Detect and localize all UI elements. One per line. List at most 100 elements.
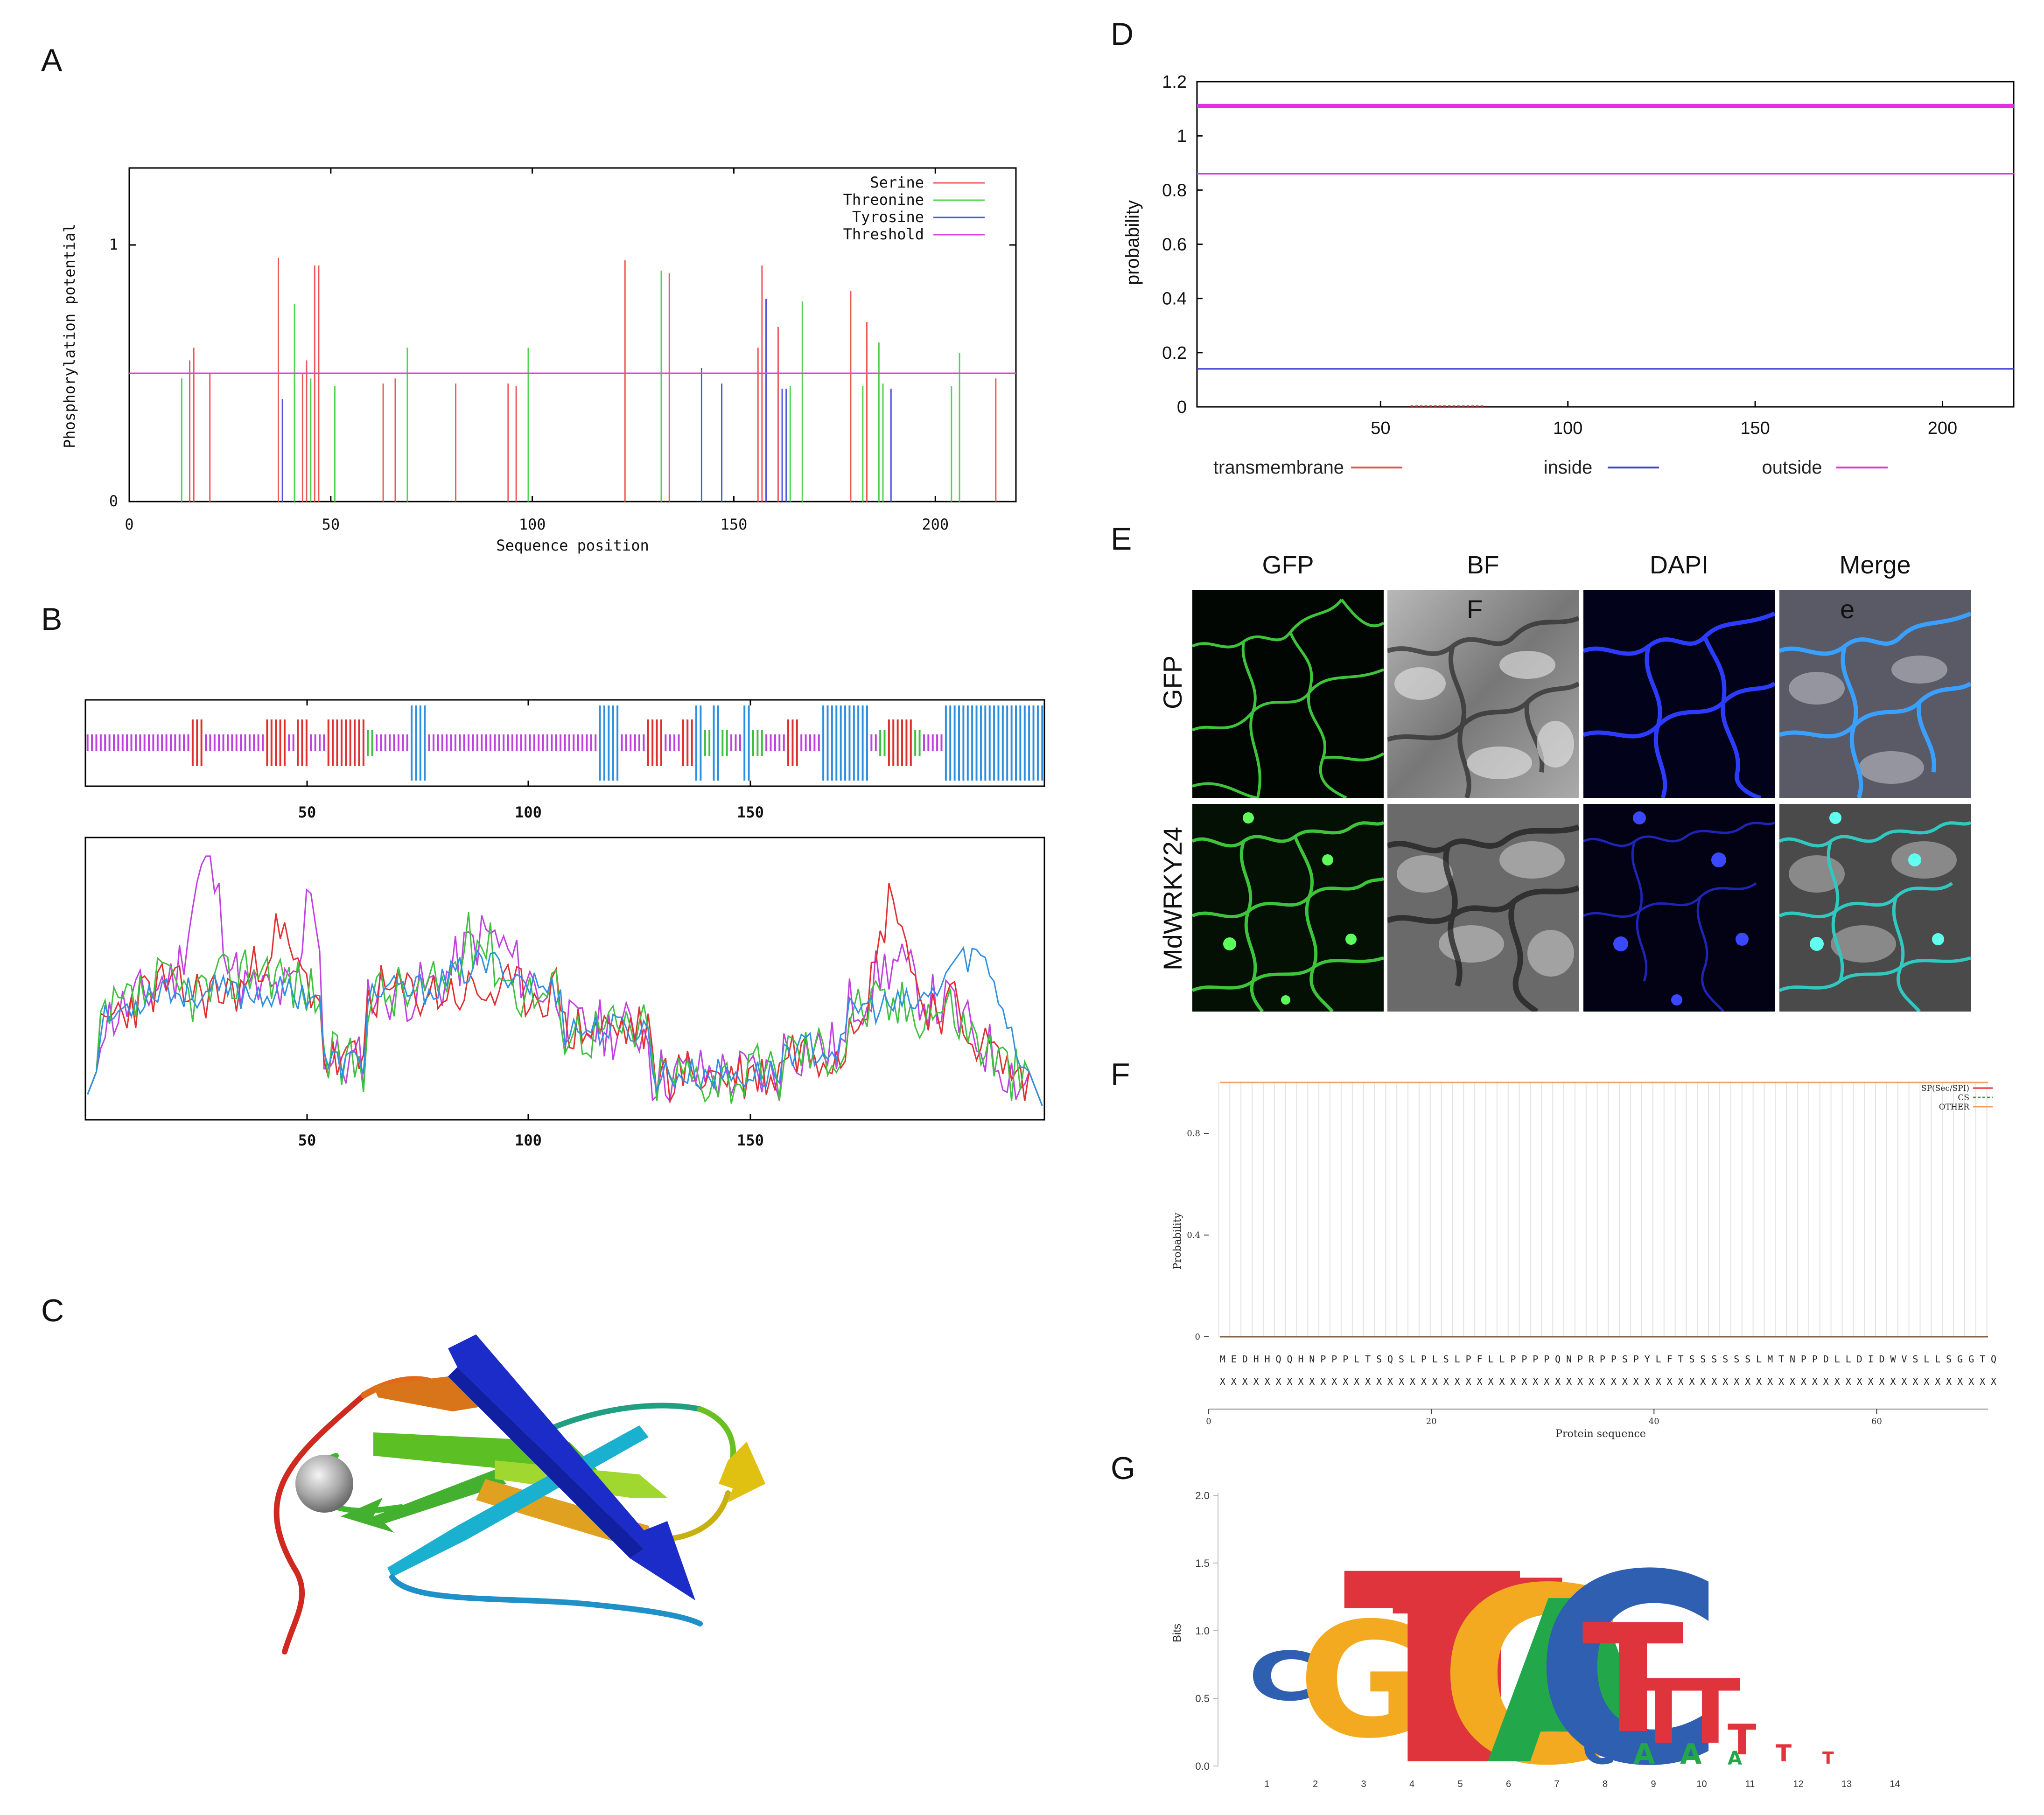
panel-letter-a: A (41, 42, 63, 78)
micro-gfp-gfp (1192, 590, 1384, 798)
panel-a-xtick-label-4: 200 (922, 516, 949, 533)
panel-letter-d: D (1111, 16, 1134, 52)
panel-a-legend-label-0: Serine (870, 174, 924, 191)
panel-d-xtick-label-2: 150 (1740, 419, 1770, 438)
strand-orange (373, 1376, 481, 1411)
panel-f-ylabel: Probability (1172, 1212, 1183, 1270)
col-label-merge: Merge (1839, 551, 1911, 579)
panel-d-xtick-label-0: 50 (1371, 419, 1390, 438)
panel-e-microscopy: GFP BF DAPI Merge GFP MdWRKY24 (1158, 541, 1979, 1012)
panel-g-xtick-label-6: 7 (1554, 1779, 1559, 1789)
overlay-letter-f: F (1467, 594, 1483, 624)
panel-d-ytick-label-0: 0 (1177, 398, 1187, 417)
panel-letter-f: F (1111, 1057, 1130, 1092)
panel-a-xlabel: Sequence position (496, 537, 649, 554)
micro-gfp-merge: e (1779, 590, 1971, 798)
logo-pos7-a: A (1487, 1554, 1662, 1810)
logo-pos3-g: G (1298, 1589, 1428, 1773)
coil-cyan-lower (389, 1574, 703, 1627)
panel-d-chart: 0 0.2 0.4 0.6 0.8 1 1.2 50 100 150 200 probabilit… (1122, 72, 2015, 478)
logo-letters: C G T T G A C T C T A T A T A T (1248, 1519, 1834, 1810)
panel-a-ytick-label-0: 0 (109, 492, 118, 510)
panel-c-protein-structure (273, 1334, 765, 1654)
panel-b-top-tick-100: 100 (515, 803, 542, 821)
panel-g-xtick-label-12: 13 (1841, 1779, 1852, 1789)
panel-g-xtick-label-4: 5 (1457, 1779, 1463, 1789)
panel-g-ytick-label-4: 2.0 (1195, 1490, 1210, 1501)
panel-f-xtick-label-1: 20 (1426, 1417, 1437, 1426)
panel-b-top-tick-50: 50 (298, 803, 316, 821)
micro-mdwrky24-dapi (1583, 804, 1775, 1012)
panel-b-bottom-tick-50: 50 (298, 1131, 316, 1148)
panel-g-xtick-label-0: 1 (1264, 1779, 1269, 1789)
logo-pos9-t: T (1582, 1593, 1685, 1766)
panel-g-ytick-label-0: 0.0 (1195, 1760, 1210, 1772)
panel-b-bottom-tick-150: 150 (737, 1131, 764, 1148)
panel-letter-b: B (41, 601, 63, 637)
panel-d-legend-label-1: inside (1544, 457, 1593, 478)
panel-a-chart: 0 50 100 150 200 0 1 SerineThreonineTyrosineT… (61, 167, 1017, 554)
panel-d-ylabel: probability (1122, 200, 1143, 285)
panel-f-xtick-label-0: 0 (1206, 1417, 1211, 1426)
panel-g-xtick-label-5: 6 (1506, 1779, 1511, 1789)
row-label-gfp: GFP (1158, 655, 1187, 709)
panel-d-frame (1196, 81, 2015, 408)
panel-f-legend-label-0: SP(Sec/SPI) (1921, 1084, 1969, 1093)
panel-f-xtick-label-3: 60 (1871, 1417, 1882, 1426)
panel-b-profile-line-2 (87, 912, 1043, 1106)
strand-yellow-arrow (719, 1442, 765, 1502)
logo-pos4-t: T (1343, 1519, 1523, 1810)
panel-f-ytick-label-1: 0.4 (1187, 1230, 1200, 1240)
panel-g-ytick-label-3: 1.5 (1195, 1557, 1210, 1569)
panel-letter-c: C (41, 1293, 64, 1328)
panel-d-ytick-label-4: 0.8 (1162, 181, 1187, 200)
col-label-dapi: DAPI (1649, 551, 1709, 579)
panel-b-chart: 50 100 150 50 100 150 (84, 699, 1045, 1148)
micro-gfp-bf: F (1387, 590, 1579, 798)
panel-b-top-tick-150: 150 (737, 803, 764, 821)
panel-f-sequence: MEDHHQQHNPPPLTSQSLPLSLPFLLPPPPQNPRPPSPYL… (1220, 1354, 1996, 1365)
panel-g-ytick-label-1: 0.5 (1195, 1693, 1210, 1704)
panel-g-ytick-label-2: 1.0 (1195, 1625, 1210, 1637)
panel-d-legend-label-0: transmembrane (1213, 457, 1344, 478)
col-label-bf: BF (1467, 551, 1499, 579)
panel-d-xtick-label-3: 200 (1928, 419, 1957, 438)
panel-a-legend-label-1: Threonine (843, 191, 924, 209)
panel-f-chart: 0 0.4 0.8 0 20 40 60 MEDHHQQHNPPPLTSQSLPLSLPF… (1172, 1082, 1996, 1440)
logo-pos5-t: T (1392, 1528, 1565, 1810)
panel-g-xtick-label-11: 12 (1793, 1779, 1803, 1789)
panel-g-xtick-label-1: 2 (1313, 1779, 1318, 1789)
strand-blue-shade (448, 1367, 644, 1558)
logo-pos9-c: C (1582, 1720, 1616, 1775)
panel-f-legend-label-2: OTHER (1939, 1103, 1970, 1112)
panel-b-profile-line-3 (87, 946, 1043, 1106)
panel-b-plot-frame (84, 837, 1045, 1121)
panel-a-legend-label-3: Threshold (843, 225, 924, 243)
panel-g-xtick-label-3: 4 (1409, 1779, 1414, 1789)
panel-letter-g: G (1111, 1451, 1135, 1486)
logo-pos14-t: T (1822, 1749, 1834, 1768)
panel-b-profile-line-1 (87, 883, 1043, 1106)
panel-f-x-row: XXXXXXXXXXXXXXXXXXXXXXXXXXXXXXXXXXXXXXXX… (1220, 1376, 1996, 1387)
logo-pos11-t: T (1680, 1661, 1741, 1764)
logo-pos6-g: G (1438, 1536, 1638, 1810)
panel-b-strip-frame (84, 699, 1045, 787)
strand-green-arrow (341, 1470, 506, 1533)
coil-red-tail (273, 1392, 367, 1654)
row-label-mdwrky24: MdWRKY24 (1158, 826, 1187, 970)
panel-g-xtick-label-8: 9 (1651, 1779, 1656, 1789)
panel-g-xtick-label-10: 11 (1745, 1779, 1755, 1789)
logo-pos2-c: C (1248, 1638, 1317, 1716)
panel-f-legend-label-1: CS (1958, 1093, 1969, 1103)
panel-a-xtick-label-1: 50 (322, 516, 340, 533)
logo-pos10-t: T (1633, 1661, 1694, 1764)
logo-pos11-a: A (1680, 1738, 1702, 1771)
panel-d-ytick-label-1: 0.2 (1162, 343, 1187, 363)
panel-a-xtick-label-2: 100 (519, 516, 546, 533)
panel-a-xtick-label-3: 150 (721, 516, 748, 533)
micro-gfp-dapi (1583, 590, 1775, 798)
panel-g-sequence-logo: 0.00.51.01.52.0 1 2 3 4 5 6 7 8 9 10 11 12 13 14 Bits… (1171, 1490, 1900, 1810)
panel-g-xtick-label-9: 10 (1696, 1779, 1707, 1789)
panel-f-xtick-label-2: 40 (1649, 1417, 1659, 1426)
panel-d-legend-label-2: outside (1762, 457, 1822, 478)
